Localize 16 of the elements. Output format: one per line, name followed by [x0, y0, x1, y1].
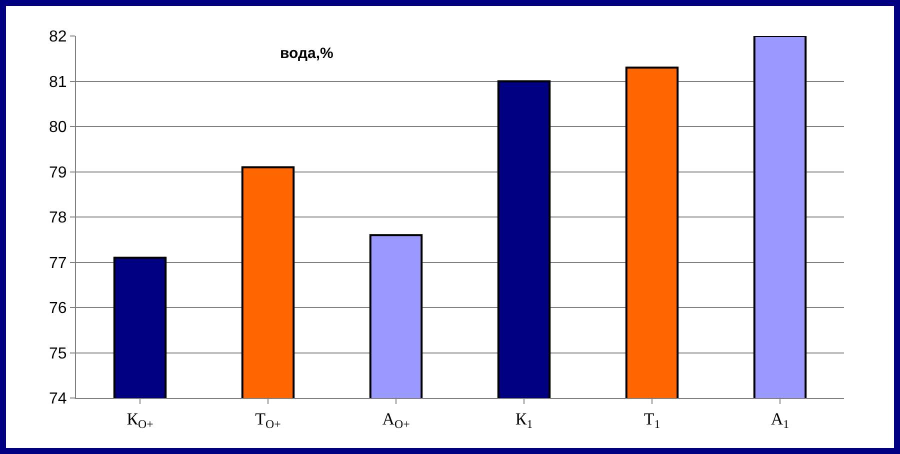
- x-tick-label: А$_{1}$: [770, 409, 790, 431]
- y-tick-label: 81: [49, 74, 67, 91]
- y-tick-label: 82: [49, 28, 67, 46]
- y-tick-label: 78: [49, 210, 67, 227]
- y-tick-label: 77: [49, 254, 67, 272]
- x-tick-label: Т$_{О+}$: [255, 409, 282, 431]
- y-tick-label: 79: [49, 164, 67, 182]
- y-tick-label: 75: [49, 345, 67, 362]
- y-tick-label: 80: [49, 119, 67, 136]
- x-tick-label: Т$_{1}$: [644, 409, 660, 431]
- x-tick-label: К$_{1}$: [515, 409, 533, 431]
- text: вода,%: [280, 45, 334, 62]
- y-tick-label: 76: [49, 300, 67, 318]
- x-tick-label: А$_{О+}$: [382, 409, 410, 431]
- y-tick-label: 74: [49, 390, 67, 408]
- x-tick-label: К$_{О+}$: [126, 409, 154, 431]
